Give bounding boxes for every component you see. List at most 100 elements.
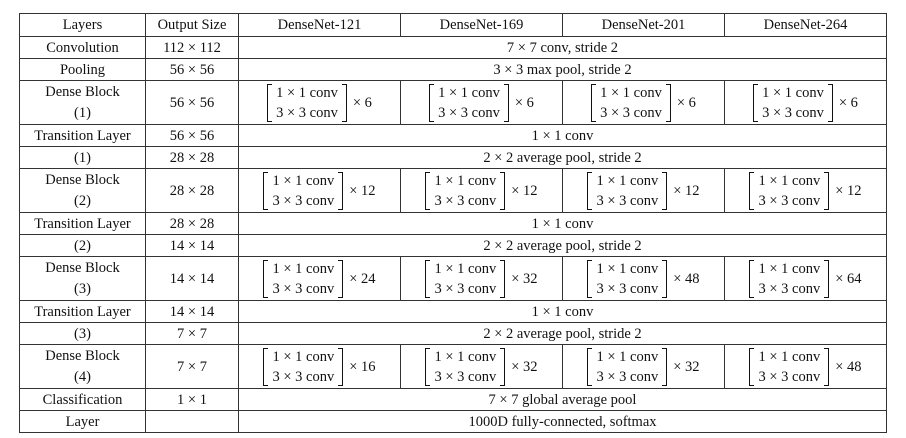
- dense-block-cell: 1 × 1 conv 3 × 3 conv × 64: [724, 256, 887, 301]
- conv-1x1-label: 1 × 1 conv: [762, 84, 824, 101]
- conv-3x3-label: 3 × 3 conv: [596, 192, 659, 209]
- conv-3x3-label: 3 × 3 conv: [762, 104, 824, 121]
- table-row: Dense Block (4) 7 × 7 1 × 1 conv 3 × 3 conv ×…: [19, 344, 887, 389]
- header-output-size: Output Size: [145, 13, 239, 37]
- dense-block-spec: 1 × 1 conv 3 × 3 conv × 16: [263, 347, 376, 387]
- conv-3x3-label: 3 × 3 conv: [758, 368, 821, 385]
- conv-1x1-label: 1 × 1 conv: [434, 172, 497, 189]
- conv-1x1-label: 1 × 1 conv: [272, 260, 335, 277]
- layer-label-line: Dense Block: [45, 347, 120, 364]
- dense-block-cell: 1 × 1 conv 3 × 3 conv × 32: [562, 344, 725, 389]
- header-densenet-201: DenseNet-201: [562, 13, 725, 37]
- dense-block-spec: 1 × 1 conv 3 × 3 conv × 24: [263, 259, 376, 299]
- repeat-multiplier: × 6: [838, 94, 858, 111]
- repeat-multiplier: × 48: [835, 358, 862, 375]
- dense-block-cell: 1 × 1 conv 3 × 3 conv × 6: [562, 80, 725, 125]
- conv-1x1-label: 1 × 1 conv: [596, 348, 659, 365]
- output-size-cell: 28 × 28: [145, 168, 239, 213]
- conv-bracket: 1 × 1 conv 3 × 3 conv: [591, 83, 671, 123]
- repeat-multiplier: × 6: [352, 94, 372, 111]
- repeat-multiplier: × 12: [673, 182, 700, 199]
- conv-3x3-label: 3 × 3 conv: [272, 280, 335, 297]
- output-size-cell: 56 × 56: [145, 80, 239, 125]
- layer-cell: Classification: [19, 388, 146, 411]
- conv-3x3-label: 3 × 3 conv: [596, 280, 659, 297]
- repeat-multiplier: × 12: [349, 182, 376, 199]
- layer-cell: Dense Block (1): [19, 80, 146, 125]
- dense-block-cell: 1 × 1 conv 3 × 3 conv × 32: [400, 344, 563, 389]
- conv-bracket: 1 × 1 conv 3 × 3 conv: [263, 171, 343, 211]
- dense-block-spec: 1 × 1 conv 3 × 3 conv × 32: [425, 347, 538, 387]
- dense-block-cell: 1 × 1 conv 3 × 3 conv × 12: [724, 168, 887, 213]
- dense-block-cell: 1 × 1 conv 3 × 3 conv × 32: [400, 256, 563, 301]
- layer-cell: Transition Layer: [19, 300, 146, 323]
- shared-operation-cell: 1 × 1 conv: [238, 124, 887, 147]
- layer-cell: Dense Block (3): [19, 256, 146, 301]
- dense-block-spec: 1 × 1 conv 3 × 3 conv × 12: [425, 171, 538, 211]
- output-size-cell: 28 × 28: [145, 212, 239, 235]
- table-row: Transition Layer 14 × 14 1 × 1 conv: [19, 300, 887, 323]
- dense-block-spec: 1 × 1 conv 3 × 3 conv × 12: [749, 171, 862, 211]
- conv-1x1-label: 1 × 1 conv: [272, 348, 335, 365]
- conv-bracket: 1 × 1 conv 3 × 3 conv: [263, 347, 343, 387]
- header-densenet-121: DenseNet-121: [238, 13, 401, 37]
- conv-bracket: 1 × 1 conv 3 × 3 conv: [267, 83, 347, 123]
- shared-operation-cell: 2 × 2 average pool, stride 2: [238, 146, 887, 169]
- conv-bracket: 1 × 1 conv 3 × 3 conv: [749, 347, 829, 387]
- table-row: Dense Block (1) 56 × 56 1 × 1 conv 3 × 3 con…: [19, 80, 887, 125]
- conv-3x3-label: 3 × 3 conv: [758, 280, 821, 297]
- repeat-multiplier: × 48: [673, 270, 700, 287]
- conv-1x1-label: 1 × 1 conv: [596, 260, 659, 277]
- conv-1x1-label: 1 × 1 conv: [758, 172, 821, 189]
- layer-cell: (2): [19, 234, 146, 257]
- layer-cell: Dense Block (4): [19, 344, 146, 389]
- output-size-cell: 56 × 56: [145, 124, 239, 147]
- conv-bracket: 1 × 1 conv 3 × 3 conv: [425, 259, 505, 299]
- repeat-multiplier: × 24: [349, 270, 376, 287]
- conv-3x3-label: 3 × 3 conv: [758, 192, 821, 209]
- table-row: Layer 1000D fully-connected, softmax: [19, 410, 887, 433]
- conv-3x3-label: 3 × 3 conv: [438, 104, 500, 121]
- repeat-multiplier: × 64: [835, 270, 862, 287]
- conv-bracket: 1 × 1 conv 3 × 3 conv: [749, 259, 829, 299]
- dense-block-cell: 1 × 1 conv 3 × 3 conv × 24: [238, 256, 401, 301]
- layer-cell: Pooling: [19, 58, 146, 81]
- dense-block-spec: 1 × 1 conv 3 × 3 conv × 48: [749, 347, 862, 387]
- dense-block-spec: 1 × 1 conv 3 × 3 conv × 6: [753, 83, 858, 123]
- layer-label-line: Dense Block: [45, 259, 120, 276]
- output-size-cell: 28 × 28: [145, 146, 239, 169]
- conv-3x3-label: 3 × 3 conv: [596, 368, 659, 385]
- header-row: Layers Output Size DenseNet-121 DenseNet…: [19, 13, 887, 37]
- dense-block-cell: 1 × 1 conv 3 × 3 conv × 6: [400, 80, 563, 125]
- conv-bracket: 1 × 1 conv 3 × 3 conv: [587, 259, 667, 299]
- dense-block-spec: 1 × 1 conv 3 × 3 conv × 12: [587, 171, 700, 211]
- conv-3x3-label: 3 × 3 conv: [434, 368, 497, 385]
- output-size-cell: 14 × 14: [145, 256, 239, 301]
- conv-1x1-label: 1 × 1 conv: [434, 348, 497, 365]
- shared-operation-cell: 1 × 1 conv: [238, 212, 887, 235]
- output-size-cell: 7 × 7: [145, 344, 239, 389]
- layer-label-line: (2): [74, 192, 91, 209]
- layer-cell: Layer: [19, 410, 146, 433]
- conv-bracket: 1 × 1 conv 3 × 3 conv: [587, 347, 667, 387]
- table-row: (2) 14 × 14 2 × 2 average pool, stride 2: [19, 234, 887, 257]
- conv-3x3-label: 3 × 3 conv: [600, 104, 662, 121]
- table-row: Transition Layer 28 × 28 1 × 1 conv: [19, 212, 887, 235]
- dense-block-spec: 1 × 1 conv 3 × 3 conv × 6: [591, 83, 696, 123]
- conv-3x3-label: 3 × 3 conv: [434, 192, 497, 209]
- conv-3x3-label: 3 × 3 conv: [276, 104, 338, 121]
- dense-block-cell: 1 × 1 conv 3 × 3 conv × 16: [238, 344, 401, 389]
- repeat-multiplier: × 12: [511, 182, 538, 199]
- dense-block-spec: 1 × 1 conv 3 × 3 conv × 6: [267, 83, 372, 123]
- shared-operation-cell: 7 × 7 global average pool: [238, 388, 887, 411]
- conv-1x1-label: 1 × 1 conv: [272, 172, 335, 189]
- table-row: Transition Layer 56 × 56 1 × 1 conv: [19, 124, 887, 147]
- dense-block-spec: 1 × 1 conv 3 × 3 conv × 32: [587, 347, 700, 387]
- conv-bracket: 1 × 1 conv 3 × 3 conv: [429, 83, 509, 123]
- table-row: Dense Block (2) 28 × 28 1 × 1 conv 3 × 3 con…: [19, 168, 887, 213]
- header-densenet-169: DenseNet-169: [400, 13, 563, 37]
- conv-3x3-label: 3 × 3 conv: [434, 280, 497, 297]
- shared-operation-cell: 2 × 2 average pool, stride 2: [238, 234, 887, 257]
- layer-label-line: Dense Block: [45, 83, 120, 100]
